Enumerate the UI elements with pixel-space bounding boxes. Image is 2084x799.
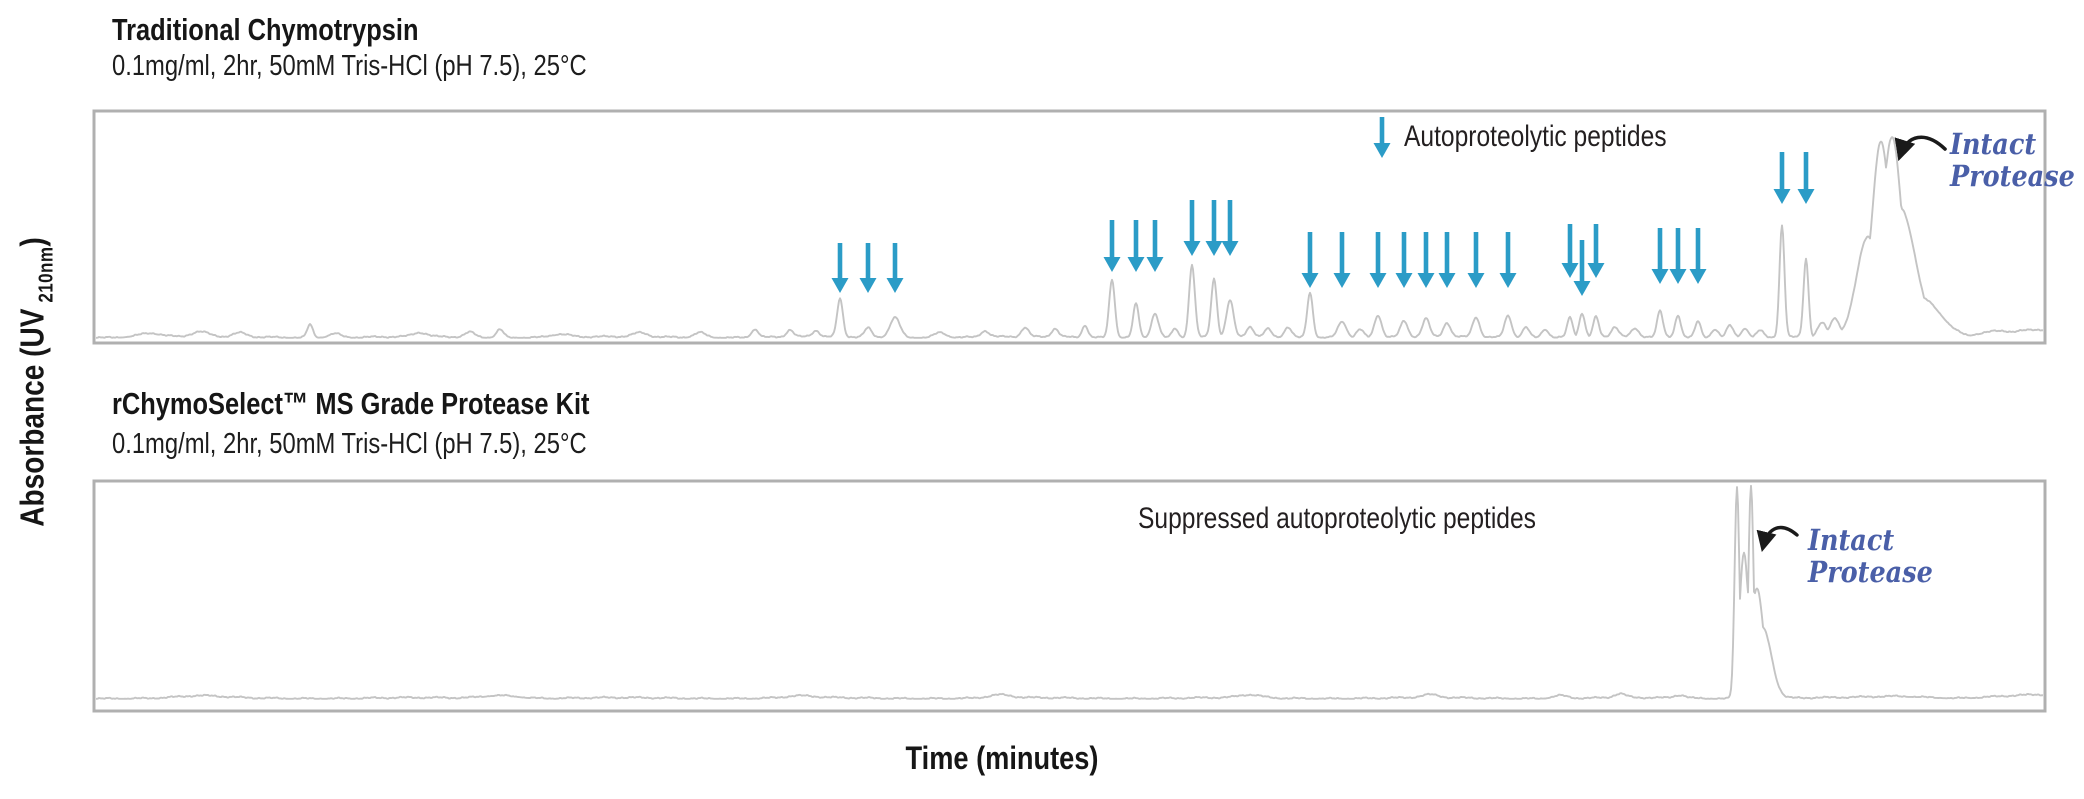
peptide-marker-arrow-head-icon [1499, 273, 1517, 288]
peptide-marker-arrow-head-icon [1797, 189, 1815, 204]
peptide-marker-arrow-head-icon [1438, 273, 1456, 288]
peptide-marker-arrow-head-icon [1561, 263, 1579, 278]
peptide-marker-arrow-head-icon [831, 278, 849, 293]
y-axis-label-text: Absorbance (UV [13, 308, 51, 527]
x-axis-label: Time (minutes) [905, 740, 1099, 776]
peptide-marker-arrow-head-icon [1103, 257, 1121, 272]
panel2-subtitle: 0.1mg/ml, 2hr, 50mM Tris-HCl (pH 7.5), 2… [112, 428, 587, 460]
peptide-marker-arrow-head-icon [1395, 273, 1413, 288]
panel1-title: Traditional Chymotrypsin [112, 12, 419, 47]
peptide-marker-arrow-head-icon [1651, 269, 1669, 284]
intact-protease-label-top-line1: Intact [1950, 127, 2037, 161]
peptide-marker-arrow-head-icon [1221, 241, 1239, 256]
peptide-marker-arrow-head-icon [1183, 241, 1201, 256]
peptide-marker-arrow-head-icon [1373, 143, 1391, 158]
autoproteolytic-peptides-legend-label: Autoproteolytic peptides [1404, 120, 1667, 153]
intact-protease-label-bottom-line1: Intact [1808, 523, 1895, 557]
peptide-marker-arrow-head-icon [1467, 273, 1485, 288]
y-axis-label-subscript: 210nm [35, 246, 58, 303]
peptide-marker-arrow-head-icon [1773, 189, 1791, 204]
trace-panel1 [96, 136, 2044, 339]
peptide-marker-arrow-head-icon [1333, 273, 1351, 288]
peptide-marker-arrow-head-icon [886, 278, 904, 293]
y-axis-label-paren: ) [13, 237, 51, 247]
panel2-border [92, 479, 2047, 713]
peptide-marker-arrow-head-icon [1587, 263, 1605, 278]
panel1-border [92, 109, 2047, 345]
peptide-marker-arrow-head-icon [1127, 257, 1145, 272]
peptide-marker-arrow-head-icon [1417, 273, 1435, 288]
panel2-title: rChymoSelect™ MS Grade Protease Kit [112, 386, 590, 421]
suppressed-peptides-note: Suppressed autoproteolytic peptides [1138, 502, 1536, 535]
intact-protease-label-top-line2: Protease [1950, 159, 2075, 194]
peptide-marker-arrow-head-icon [1573, 281, 1591, 296]
intact-protease-pointer-arrow-bottom [1756, 525, 1799, 552]
peptide-marker-arrow-head-icon [1205, 241, 1223, 256]
intact-protease-pointer-arrow-top [1894, 135, 1947, 162]
peptide-marker-arrow-head-icon [859, 278, 877, 293]
peptide-marker-arrow-head-icon [1669, 269, 1687, 284]
intact-protease-label-bottom-line2: Protease [1808, 555, 1933, 590]
peptide-marker-arrow-head-icon [1146, 257, 1164, 272]
peptide-marker-arrow-head-icon [1301, 273, 1319, 288]
trace-panel2 [96, 484, 2044, 700]
panel1-subtitle: 0.1mg/ml, 2hr, 50mM Tris-HCl (pH 7.5), 2… [112, 50, 587, 82]
peptide-marker-arrow-head-icon [1369, 273, 1387, 288]
peptide-marker-arrow-head-icon [1689, 269, 1707, 284]
intact-protease-label-bottom: Intact Protease [1808, 524, 1933, 589]
y-axis-label: Absorbance (UV 210nm) [14, 237, 59, 527]
intact-protease-label-top: Intact Protease [1950, 128, 2075, 193]
